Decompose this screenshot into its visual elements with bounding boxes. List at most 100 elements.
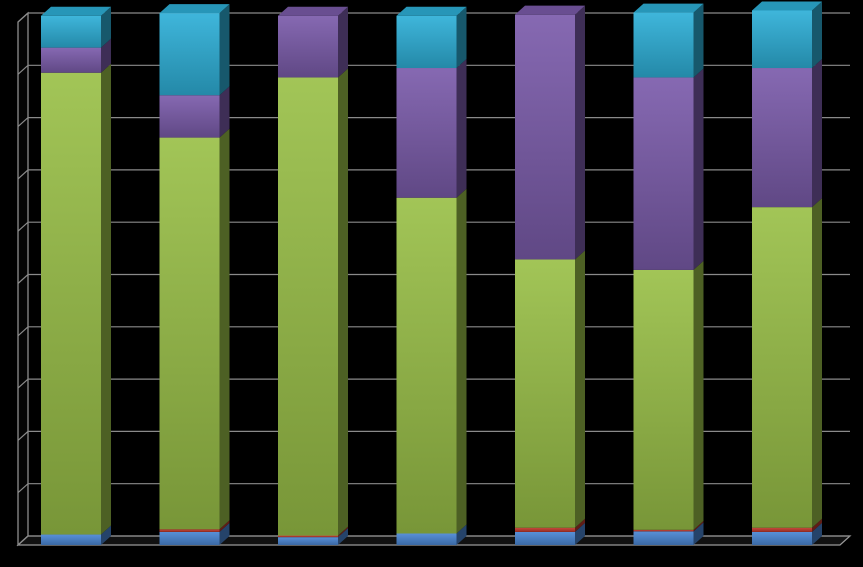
bar-segment: [752, 1, 822, 69]
bar-front: [752, 207, 812, 528]
bar-front: [41, 15, 101, 48]
bar-front: [159, 529, 220, 532]
bar-segment: [396, 6, 467, 69]
bar-segment: [41, 38, 111, 73]
bar-side: [812, 1, 822, 69]
bar-segment: [396, 59, 467, 198]
bar-side: [338, 6, 348, 78]
bar-stack-5: [515, 5, 585, 545]
bar-stack-1: [41, 6, 111, 545]
bar-group: [41, 1, 822, 545]
bar-front: [752, 527, 812, 532]
bar-front: [159, 13, 220, 96]
bar-side: [812, 518, 822, 532]
bar-segment: [159, 86, 230, 138]
bar-front: [396, 533, 457, 545]
bar-front: [752, 10, 812, 69]
bar-front: [159, 137, 220, 530]
bar-segment: [159, 128, 230, 530]
bar-side: [812, 198, 822, 528]
bar-side: [101, 525, 111, 545]
bar-side: [575, 250, 585, 528]
bar-top: [396, 6, 467, 16]
bar-side: [693, 522, 704, 545]
bar-front: [633, 529, 694, 532]
bar-segment: [41, 6, 111, 48]
bar-side: [219, 522, 230, 545]
bar-stack-4: [396, 6, 467, 545]
bar-side: [812, 522, 822, 545]
bar-segment: [633, 68, 704, 270]
bar-front: [752, 68, 812, 208]
bar-front: [278, 15, 338, 78]
bar-segment: [396, 524, 467, 545]
bar-side: [575, 522, 585, 545]
bar-top: [633, 3, 704, 13]
bar-segment: [752, 518, 822, 532]
bar-side: [219, 86, 230, 138]
bar-front: [752, 531, 812, 545]
bar-segment: [633, 260, 704, 530]
bar-side: [693, 68, 704, 270]
bar-segment: [633, 520, 704, 532]
bar-front: [41, 72, 101, 535]
bar-side: [456, 59, 467, 198]
bar-stack-3: [278, 6, 348, 545]
bar-segment: [278, 526, 348, 538]
bar-side: [693, 520, 704, 532]
bar-segment: [278, 528, 348, 545]
bar-side: [812, 59, 822, 208]
bar-front: [633, 12, 694, 78]
bar-side: [101, 63, 111, 535]
bar-segment: [633, 3, 704, 78]
bar-front: [515, 527, 575, 532]
bar-stack-2: [159, 4, 230, 545]
bar-front: [515, 531, 575, 545]
bar-front: [396, 68, 457, 198]
bar-front: [396, 15, 457, 69]
bar-segment: [633, 522, 704, 545]
bar-front: [159, 531, 220, 545]
bar-top: [752, 1, 822, 11]
bar-front: [278, 77, 338, 536]
bar-side: [693, 260, 704, 530]
bar-top: [278, 6, 348, 16]
bar-side: [219, 128, 230, 530]
bar-stack-6: [633, 3, 704, 545]
bar-segment: [515, 518, 585, 532]
bar-segment: [752, 59, 822, 208]
bar-front: [396, 197, 457, 534]
bar-top: [41, 6, 111, 16]
bar-segment: [41, 525, 111, 545]
bar-stack-7: [752, 1, 822, 545]
bar-front: [41, 47, 101, 73]
bar-segment: [159, 522, 230, 545]
bar-side: [338, 528, 348, 545]
bar-front: [278, 537, 338, 545]
bar-front: [41, 534, 101, 545]
bar-segment: [278, 68, 348, 536]
bar-segment: [752, 522, 822, 545]
bar-side: [456, 524, 467, 545]
bar-segment: [278, 6, 348, 78]
bar-side: [575, 518, 585, 532]
bar-side: [219, 520, 230, 532]
bar-segment: [396, 188, 467, 534]
bar-front: [633, 531, 694, 545]
bar-segment: [515, 522, 585, 545]
bar-front: [278, 535, 338, 538]
bar-side: [575, 5, 585, 260]
bar-segment: [41, 63, 111, 535]
bar-side: [338, 68, 348, 536]
bar-segment: [159, 4, 230, 96]
bar-side: [456, 6, 467, 69]
bar-side: [456, 188, 467, 534]
bar-side: [338, 526, 348, 538]
bar-front: [159, 95, 220, 138]
bar-segment: [159, 520, 230, 532]
bar-top: [515, 5, 585, 15]
bar-side: [101, 6, 111, 48]
bar-front: [633, 269, 694, 530]
